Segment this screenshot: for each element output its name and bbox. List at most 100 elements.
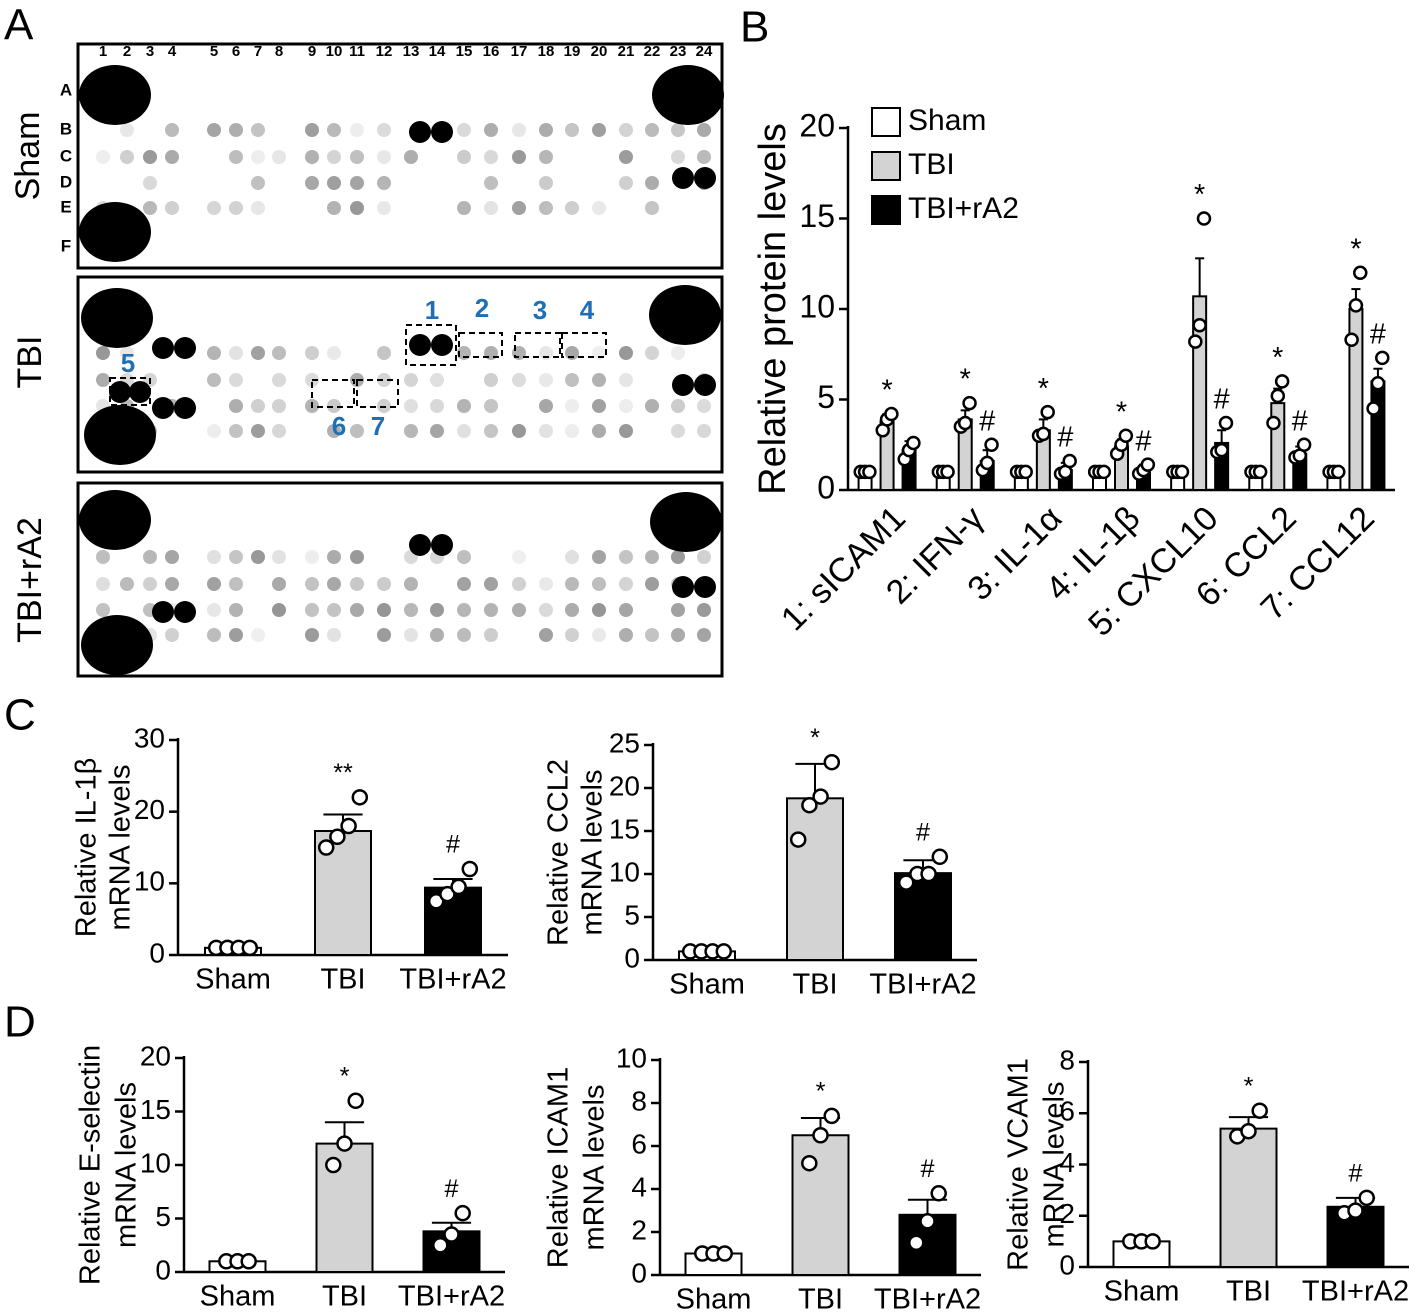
blot-spot: [207, 346, 221, 360]
y-axis-label: Relative IL-1β: [71, 758, 103, 937]
data-point: [1144, 1233, 1161, 1250]
blot-spot: [484, 577, 498, 591]
y-axis-label: Relative E-selectin: [75, 1045, 107, 1285]
data-point: [450, 878, 467, 896]
blot-spot: [619, 123, 633, 137]
significance-label: #: [446, 831, 460, 859]
blot-spot-strong: [152, 601, 174, 623]
significance-label: #: [920, 1155, 934, 1183]
blot-spot: [645, 346, 659, 360]
blot-reference-spot: [81, 615, 153, 675]
blot-spot: [619, 628, 633, 642]
blot-spot-strong: [672, 576, 694, 598]
blot-spot: [404, 603, 418, 617]
x-tick-label: TBI+rA2: [869, 969, 976, 1001]
blot-row-label: F: [61, 236, 71, 255]
significance-label: *: [1244, 1072, 1254, 1100]
y-axis-label: mRNA levels: [111, 1082, 143, 1248]
blot-spot: [457, 201, 471, 215]
blot-spot: [229, 399, 243, 413]
blot-spot: [251, 550, 265, 564]
blot-spot: [143, 577, 157, 591]
blot-spot: [565, 550, 579, 564]
blot-spot: [539, 176, 553, 190]
blot-spot: [457, 150, 471, 164]
blot-spot: [327, 150, 341, 164]
y-axis-label: mRNA levels: [105, 765, 137, 931]
highlight-box: [458, 332, 503, 358]
highlight-label: 5: [121, 348, 135, 378]
highlight-label: 1: [425, 295, 439, 325]
blot-spot: [512, 373, 526, 387]
y-tick-label: 15: [609, 813, 640, 844]
x-tick-label: 1: sICAM1: [774, 499, 913, 638]
blot-reference-spot: [652, 65, 724, 125]
blot-reference-spot: [79, 65, 151, 125]
blot-spot: [305, 176, 319, 190]
blot-spot: [512, 603, 526, 617]
blot-spot: [484, 424, 498, 438]
blot-spot: [619, 550, 633, 564]
blot-spot: [619, 577, 633, 591]
blot-spot: [619, 346, 633, 360]
blot-spot: [165, 550, 179, 564]
blot-spot: [165, 628, 179, 642]
blot-reference-spot: [650, 492, 722, 552]
blot-spot-strong: [431, 121, 453, 143]
data-point: [325, 1156, 342, 1174]
blot-spot-strong: [152, 337, 174, 359]
blot-reference-spot: [79, 202, 151, 262]
blot-spot: [539, 577, 553, 591]
blot-spot: [229, 628, 243, 642]
condition-label: TBI: [11, 336, 49, 389]
data-point: [1270, 388, 1286, 404]
blot-spot: [377, 201, 391, 215]
data-point: [801, 796, 818, 814]
blot-spot: [592, 373, 606, 387]
data-point: [347, 1092, 364, 1110]
data-point: [454, 1204, 471, 1222]
data-point: [906, 435, 921, 451]
y-tick-label: 10: [799, 288, 835, 324]
highlight-box: [405, 324, 457, 366]
blot-spot: [377, 603, 391, 617]
blot-spot: [484, 176, 498, 190]
blot-spot: [350, 550, 364, 564]
blot-spot: [229, 373, 243, 387]
blot-spot-strong: [409, 334, 431, 356]
blot-spot: [377, 150, 391, 164]
blot-column-label: 15: [456, 43, 473, 60]
blot-spot: [565, 373, 579, 387]
blot-spot-strong: [694, 576, 716, 598]
blot-spot: [671, 628, 685, 642]
blot-spot: [671, 603, 685, 617]
data-point: [439, 885, 456, 903]
blot-spot: [512, 577, 526, 591]
blot-spot: [539, 424, 553, 438]
highlight-label: 7: [371, 411, 385, 441]
blot-spot: [165, 201, 179, 215]
x-tick-label: TBI+rA2: [874, 1284, 981, 1312]
blot-spot: [619, 424, 633, 438]
data-point: [1252, 464, 1268, 480]
blot-spot: [619, 603, 633, 617]
data-point: [1018, 464, 1033, 480]
blot-spot: [484, 628, 498, 642]
blot-spot: [305, 550, 319, 564]
blot-column-label: 7: [254, 43, 262, 60]
blot-spot: [592, 550, 606, 564]
blot-spot: [592, 577, 606, 591]
y-tick-label: 0: [1059, 1249, 1075, 1280]
highlight-label: 6: [332, 411, 346, 441]
blot-spot: [565, 399, 579, 413]
blot-spot: [327, 424, 341, 438]
x-tick-label: TBI+rA2: [398, 1281, 505, 1312]
highlight-label: 2: [475, 293, 489, 323]
blot-column-label: 19: [564, 43, 581, 60]
blot-spot-strong: [672, 167, 694, 189]
blot-spot: [592, 201, 606, 215]
y-tick-label: 8: [1059, 1044, 1075, 1075]
y-tick-label: 15: [799, 198, 835, 234]
blot-spot: [305, 628, 319, 642]
